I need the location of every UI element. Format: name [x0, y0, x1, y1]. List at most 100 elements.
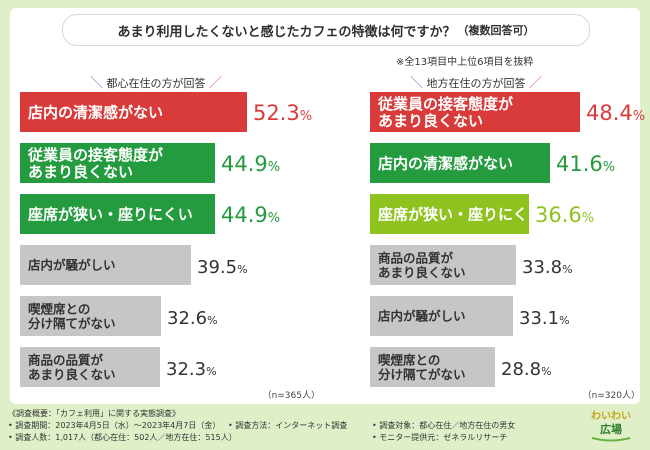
bar-value-unit: %: [206, 365, 216, 378]
bar-category-line: あまり良くない: [378, 112, 483, 130]
bar-value-number: 32.3: [166, 359, 206, 380]
survey-monitor: • モニター提供元：ゼネラルリサーチ: [372, 433, 508, 442]
bar-category-line: 従業員の接客態度が: [377, 95, 514, 113]
bar-value-unit: %: [300, 109, 312, 124]
bar: [370, 347, 495, 387]
bar-value-label: 33.8%: [522, 257, 573, 278]
bar-category-line: あまり良くない: [28, 367, 116, 382]
bar-category-label: 店内の清潔感がない: [28, 103, 163, 121]
bar-category-line: あまり良くない: [28, 163, 133, 181]
bar-category-line: 座席が狭い・座りにくい: [377, 205, 543, 223]
logo-line1: わいわい: [591, 410, 631, 422]
bar: [20, 296, 161, 336]
survey-title: 《調査概要：「カフェ利用」に関する実態調査》: [8, 409, 180, 418]
bar-value-unit: %: [603, 160, 615, 175]
bar-panel-0: 店内の清潔感がない 52.3% 従業員の接客態度があまり良くない 44.9% 座席が狭い…: [20, 92, 320, 401]
bar-value-unit: %: [268, 211, 280, 226]
bar: [370, 194, 529, 234]
bar-category-label: 店内の清潔感がない: [378, 154, 513, 172]
title-suffix: （複数回答可）: [457, 24, 535, 37]
bar-value-number: 41.6: [556, 152, 603, 176]
bar-value-unit: %: [562, 263, 572, 276]
bar-category-line: 喫煙席との: [28, 301, 90, 316]
bar-category-label: 喫煙席との分け隔てがない: [28, 301, 116, 331]
bar-category-line: 店内の清潔感がない: [28, 103, 163, 121]
bar-value-number: 39.5: [197, 257, 237, 278]
bar-category-line: 座席が狭い・座りにくい: [27, 205, 193, 223]
bar-panel-1: 従業員の接客態度があまり良くない 48.4% 店内の清潔感がない 41.6% 座席が狭い…: [370, 92, 645, 401]
bar-value-label: 39.5%: [197, 257, 248, 278]
title-main: あまり利用したくないと感じたカフェの特徴は何ですか？: [117, 24, 456, 40]
bar-value-number: 33.1: [519, 308, 559, 329]
bar-value-label: 33.1%: [519, 308, 570, 329]
bar-value-number: 32.6: [167, 308, 207, 329]
bar-value-number: 48.4: [586, 101, 633, 125]
bar: [20, 245, 191, 285]
bar-category-line: 店内の清潔感がない: [378, 154, 513, 172]
bar-category-label: 従業員の接客態度があまり良くない: [27, 146, 164, 181]
group-label-urban-text: 都心在住の方が回答: [106, 77, 206, 90]
bar-value-label: 36.6%: [535, 203, 594, 227]
bar: [20, 143, 215, 183]
bar-category-label: 店内が騒がしい: [28, 258, 116, 273]
sample-size-label: （n=365人）: [263, 390, 320, 401]
excerpt-note: ※全13項目中上位6項目を抜粋: [396, 57, 534, 68]
waiwai-hiroba-logo: わいわい 広場: [591, 410, 631, 442]
survey-respondents: • 調査人数：1,017人（都心在住：502人／地方在住：515人）: [8, 433, 237, 442]
bar-value-unit: %: [541, 365, 551, 378]
right-slash-icon: ／: [209, 76, 223, 91]
bar-category-line: 喫煙席との: [378, 352, 440, 367]
bar-value-unit: %: [207, 314, 217, 327]
bar-chart: 店内の清潔感がない 52.3%従業員の接客態度があまり良くない 44.9%座席が狭い…: [20, 92, 645, 401]
bar: [370, 92, 580, 132]
bar-value-number: 44.9: [221, 203, 268, 227]
sample-size-label: （n=320人）: [583, 390, 640, 401]
bar-category-label: 従業員の接客態度があまり良くない: [377, 95, 514, 130]
bar-category-line: 分け隔てがない: [28, 316, 116, 331]
bar-value-label: 28.8%: [501, 359, 552, 380]
group-label-rural-text: 地方在住の方が回答: [426, 77, 526, 90]
bar-value-unit: %: [559, 314, 569, 327]
bar-category-line: 分け隔てがない: [378, 367, 466, 382]
bar-value-unit: %: [268, 160, 280, 175]
bar-category-line: 従業員の接客態度が: [27, 146, 164, 164]
bar-category-label: 商品の品質があまり良くない: [378, 250, 466, 280]
bar-category-line: 商品の品質が: [28, 352, 104, 367]
chart-title: あまり利用したくないと感じたカフェの特徴は何ですか？ （複数回答可）: [62, 14, 590, 46]
survey-method: • 調査方法：インターネット調査: [228, 421, 348, 430]
survey-period: • 調査期間：2023年4月5日（水）～2023年4月7日（金）: [8, 421, 221, 430]
group-label-rural: ＼ 地方在住の方が回答 ／: [410, 72, 542, 91]
bar-value-number: 28.8: [501, 359, 541, 380]
bar-value-unit: %: [582, 211, 594, 226]
bar-value-number: 44.9: [221, 152, 268, 176]
bar-value-unit: %: [237, 263, 247, 276]
bar-category-line: 店内が騒がしい: [28, 258, 116, 273]
bar-value-label: 41.6%: [556, 152, 615, 176]
bar-category-label: 喫煙席との分け隔てがない: [378, 352, 466, 382]
bar-value-label: 48.4%: [586, 101, 645, 125]
survey-footer: 《調査概要：「カフェ利用」に関する実態調査》 • 調査期間：2023年4月5日（…: [0, 404, 650, 450]
left-slash-icon: ＼: [90, 76, 104, 91]
bar-value-label: 52.3%: [253, 101, 312, 125]
bar-value-number: 36.6: [535, 203, 582, 227]
bar: [20, 347, 160, 387]
bar-category-label: 店内が騒がしい: [378, 309, 466, 324]
bar: [20, 194, 215, 234]
right-slash-icon: ／: [529, 76, 543, 91]
bar-category-line: 商品の品質が: [378, 250, 454, 265]
bar-category-line: あまり良くない: [378, 265, 466, 280]
logo-swoosh-icon: [591, 437, 631, 442]
bar-value-number: 33.8: [522, 257, 562, 278]
bar-value-label: 32.6%: [167, 308, 218, 329]
bar-value-number: 52.3: [253, 101, 300, 125]
bar-category-label: 座席が狭い・座りにくい: [27, 205, 193, 223]
bar: [370, 296, 513, 336]
bar-category-label: 商品の品質があまり良くない: [28, 352, 116, 382]
bar-value-label: 44.9%: [221, 152, 280, 176]
bar-value-label: 44.9%: [221, 203, 280, 227]
bar: [20, 92, 247, 132]
logo-line2: 広場: [600, 422, 622, 436]
bar: [370, 245, 516, 285]
bar-value-unit: %: [633, 109, 645, 124]
bar-value-label: 32.3%: [166, 359, 217, 380]
